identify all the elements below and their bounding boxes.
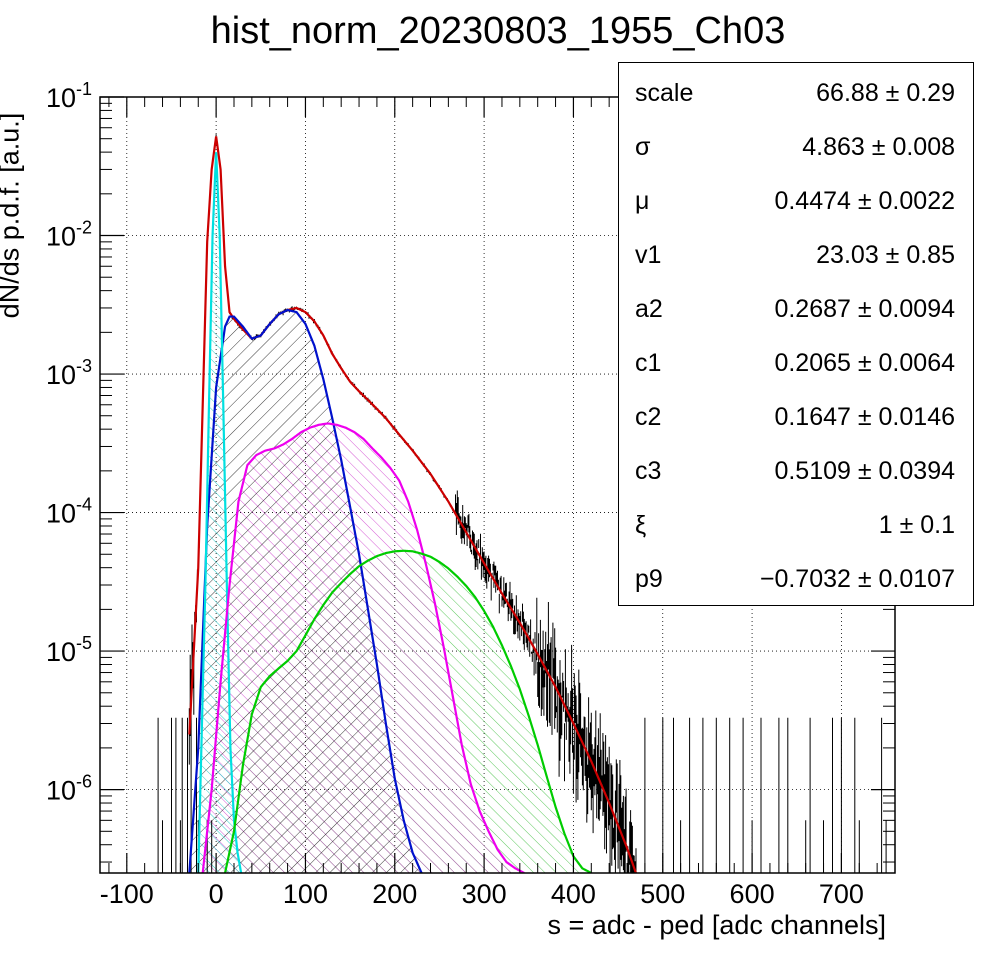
fit-param-value: 0.4474 ± 0.0022 (774, 187, 955, 215)
fit-param-value: 66.88 ± 0.29 (816, 79, 955, 107)
y-tick-label: 10-3 (46, 356, 92, 390)
y-tick-label: 10-2 (46, 218, 92, 252)
fit-param-name: c3 (635, 457, 662, 485)
x-tick-label: 700 (819, 879, 864, 909)
x-axis-label: s = adc - ped [adc channels] (547, 910, 886, 940)
blue-component-fill (189, 309, 422, 873)
fit-param-row: v1 23.03 ± 0.85 (619, 227, 973, 281)
fit-param-row: σ 4.863 ± 0.008 (619, 119, 973, 173)
fit-param-value: 0.1647 ± 0.0146 (774, 403, 955, 431)
fit-param-row: ξ 1 ± 0.1 (619, 497, 973, 551)
y-tick-label: 10-6 (46, 772, 92, 806)
x-tick-label: 400 (551, 879, 596, 909)
x-tick-label: 200 (372, 879, 417, 909)
component-fills (189, 152, 592, 873)
green-component-curve (223, 549, 592, 873)
fit-param-name: scale (635, 79, 694, 107)
fit-param-name: ξ (635, 511, 647, 539)
fit-param-name: σ (635, 133, 651, 161)
fit-param-value: −0.7032 ± 0.0107 (759, 565, 955, 593)
fit-param-name: v1 (635, 241, 662, 269)
magenta-component-curve (201, 422, 525, 873)
x-tick-labels: -100 0 100 200 300 400 500 600 700 (100, 879, 864, 909)
y-tick-label: 10-5 (46, 633, 92, 667)
fit-param-value: 0.2687 ± 0.0094 (774, 295, 955, 323)
chart-title: hist_norm_20230803_1955_Ch03 (210, 10, 786, 52)
fit-param-name: c1 (635, 349, 662, 377)
fit-param-row: scale 66.88 ± 0.29 (619, 65, 973, 119)
fit-param-row: c2 0.1647 ± 0.0146 (619, 389, 973, 443)
fit-parameters-box: scale 66.88 ± 0.29 σ 4.863 ± 0.008 μ 0.4474 ±… (618, 62, 974, 606)
fit-param-row: c1 0.2065 ± 0.0064 (619, 335, 973, 389)
fit-param-value: 23.03 ± 0.85 (816, 241, 955, 269)
y-tick-label: 10-4 (46, 495, 92, 529)
x-tick-label: 600 (730, 879, 775, 909)
fit-param-name: c2 (635, 403, 662, 431)
fit-curves (188, 136, 637, 873)
blue-component-curve (188, 308, 423, 873)
fit-param-value: 4.863 ± 0.008 (802, 133, 955, 161)
fit-param-row: μ 0.4474 ± 0.0022 (619, 173, 973, 227)
fit-param-row: a2 0.2687 ± 0.0094 (619, 281, 973, 335)
x-tick-label: 100 (283, 879, 328, 909)
fit-param-value: 0.5109 ± 0.0394 (774, 457, 955, 485)
fit-param-value: 1 ± 0.1 (878, 511, 955, 539)
fit-param-value: 0.2065 ± 0.0064 (774, 349, 955, 377)
x-tick-label: 0 (209, 879, 224, 909)
x-tick-label: 500 (640, 879, 685, 909)
fit-param-row: c3 0.5109 ± 0.0394 (619, 443, 973, 497)
fit-param-name: a2 (635, 295, 663, 323)
cyan-component-curve (197, 152, 243, 873)
fit-param-row: p9 −0.7032 ± 0.0107 (619, 551, 973, 605)
x-tick-label: 300 (462, 879, 507, 909)
cyan-component-fill (198, 152, 242, 873)
fit-param-name: μ (635, 187, 650, 215)
y-tick-label: 10-1 (46, 79, 92, 113)
fit-param-name: p9 (635, 565, 663, 593)
x-tick-label: -100 (100, 879, 154, 909)
y-axis-label: dN/ds p.d.f. [a.u.] (0, 112, 25, 319)
y-tick-labels: 10-1 10-2 10-3 10-4 10-5 10-6 (46, 79, 92, 806)
